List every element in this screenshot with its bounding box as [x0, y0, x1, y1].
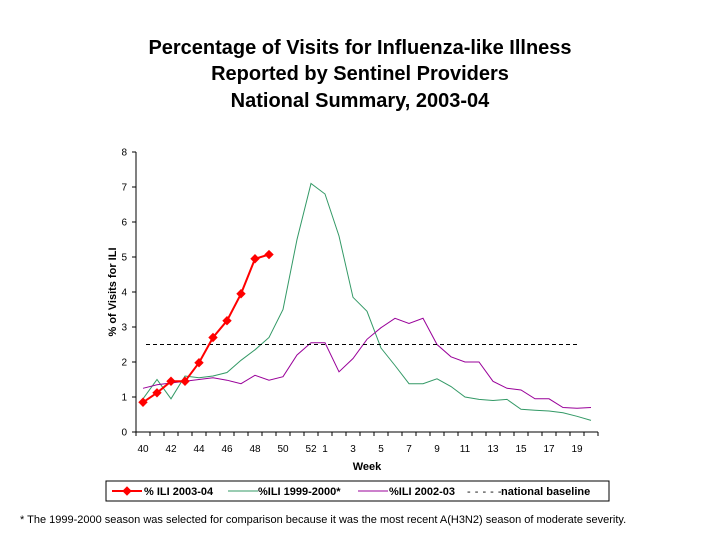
series-ili-2003-04-point [264, 249, 274, 260]
y-tick-label: 2 [121, 358, 127, 369]
series-ili-2002-03-legend-label: %ILI 2002-03 [389, 486, 455, 498]
y-tick-label: 8 [121, 148, 127, 159]
y-tick-label: 6 [121, 218, 127, 229]
chart-title-line-1: Percentage of Visits for Influenza-like … [148, 37, 572, 59]
series-ili-2003-04-point [236, 289, 246, 299]
series-ili-2003-04-point [166, 376, 176, 386]
x-tick-label: 52 [305, 444, 317, 455]
x-tick-label: 11 [460, 444, 471, 455]
series-national-baseline-legend-swatch: - - - - - [467, 486, 502, 498]
series-ili-2003-04-line [142, 253, 270, 404]
series-ili-2003-04-point [250, 254, 260, 264]
x-tick-label: 9 [434, 444, 440, 455]
series-ili-1999-2000-line [142, 182, 592, 421]
y-tick-label: 1 [121, 393, 127, 404]
x-axis-label: Week [353, 461, 382, 473]
series-national-baseline-legend-label: national baseline [501, 486, 590, 498]
series-ili-2003-04-point [180, 376, 190, 386]
y-tick-label: 7 [121, 183, 127, 194]
footnote: * The 1999-2000 season was selected for … [20, 514, 627, 526]
series-ili-2003-04-point [138, 397, 148, 407]
x-tick-label: 40 [137, 444, 149, 455]
series-ili-1999-2000-legend-label: %ILI 1999-2000* [258, 486, 341, 498]
series-ili-2003-04-legend-marker [122, 486, 132, 496]
x-tick-label: 50 [277, 444, 289, 455]
legend-box [105, 480, 610, 502]
x-tick-label: 46 [221, 444, 233, 455]
x-tick-label: 17 [543, 444, 555, 455]
y-tick-label: 3 [121, 323, 127, 334]
series-ili-2003-04-point [222, 315, 232, 326]
series-ili-2003-04-point [194, 357, 204, 368]
y-axis-label: % of Visits for ILI [107, 247, 119, 336]
series-ili-2003-04-point [208, 332, 218, 343]
chart-title-line-2: Reported by Sentinel Providers [211, 63, 509, 85]
x-tick-label: 13 [487, 444, 499, 455]
x-tick-label: 7 [406, 444, 412, 455]
x-tick-label: 48 [249, 444, 261, 455]
y-tick-label: 5 [121, 253, 127, 264]
x-tick-label: 42 [165, 444, 177, 455]
x-tick-label: 19 [571, 444, 583, 455]
series-ili-2003-04-legend-label: % ILI 2003-04 [144, 486, 214, 498]
x-tick-label: 1 [322, 444, 328, 455]
y-tick-label: 0 [121, 428, 127, 439]
x-tick-label: 15 [515, 444, 527, 455]
y-tick-label: 4 [121, 288, 127, 299]
x-tick-label: 5 [378, 444, 384, 455]
x-tick-label: 44 [193, 444, 205, 455]
chart-title-line-3: National Summary, 2003-04 [230, 90, 490, 112]
x-tick-label: 3 [350, 444, 356, 455]
series-ili-2003-04-point [152, 388, 162, 398]
series-ili-2002-03-line [142, 317, 592, 409]
